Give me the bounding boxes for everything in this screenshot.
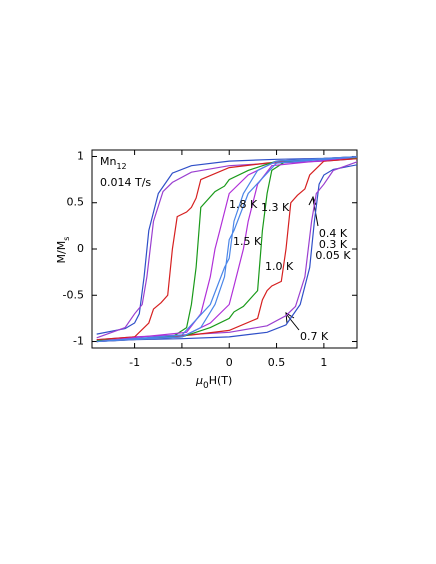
hysteresis-curve xyxy=(96,156,357,343)
annotation: 1.5 K xyxy=(233,235,262,248)
x-axis-label: μ0H(T) xyxy=(195,374,232,391)
hysteresis-curve xyxy=(96,156,357,343)
annotation: 1.0 K xyxy=(265,260,294,273)
hysteresis-curve xyxy=(96,156,357,343)
material-label: Mn12 xyxy=(100,155,127,171)
x-tick-label: -0.5 xyxy=(171,356,192,369)
y-axis-label-main: M/M xyxy=(55,241,68,264)
x-tick-label: -1 xyxy=(129,356,140,369)
plot-lines xyxy=(96,156,357,343)
annotation: 1.3 K xyxy=(261,201,290,214)
annotation: 0.05 K xyxy=(315,249,351,262)
y-axis-label-sub: s xyxy=(62,237,71,241)
x-tick-label: 0 xyxy=(226,356,233,369)
hysteresis-curve xyxy=(96,156,357,343)
y-tick-label: 0 xyxy=(77,242,84,255)
x-tick-label: 1 xyxy=(320,356,327,369)
x-axis-label-part: 0 xyxy=(203,381,209,391)
y-axis-label: M/Ms xyxy=(55,237,71,264)
hysteresis-curve xyxy=(96,156,357,343)
y-tick-label: -0.5 xyxy=(63,288,84,301)
y-tick-label: 0.5 xyxy=(67,196,85,209)
annotation: 1.8 K xyxy=(229,198,258,211)
x-axis-label-part: H(T) xyxy=(209,374,233,387)
material-label-main: Mn xyxy=(100,155,116,168)
annotation: 0.3 K xyxy=(319,238,348,251)
material-label-sub: 12 xyxy=(116,162,126,171)
y-tick-label: 1 xyxy=(77,149,84,162)
x-axis-label-part: μ xyxy=(195,374,203,387)
hysteresis-curve xyxy=(96,158,357,341)
annotation: 0.7 K xyxy=(300,330,329,343)
annotation: 0.4 K xyxy=(319,227,348,240)
y-tick-label: -1 xyxy=(73,335,84,348)
annotation: 0.014 T/s xyxy=(100,176,151,189)
x-tick-label: 0.5 xyxy=(268,356,286,369)
